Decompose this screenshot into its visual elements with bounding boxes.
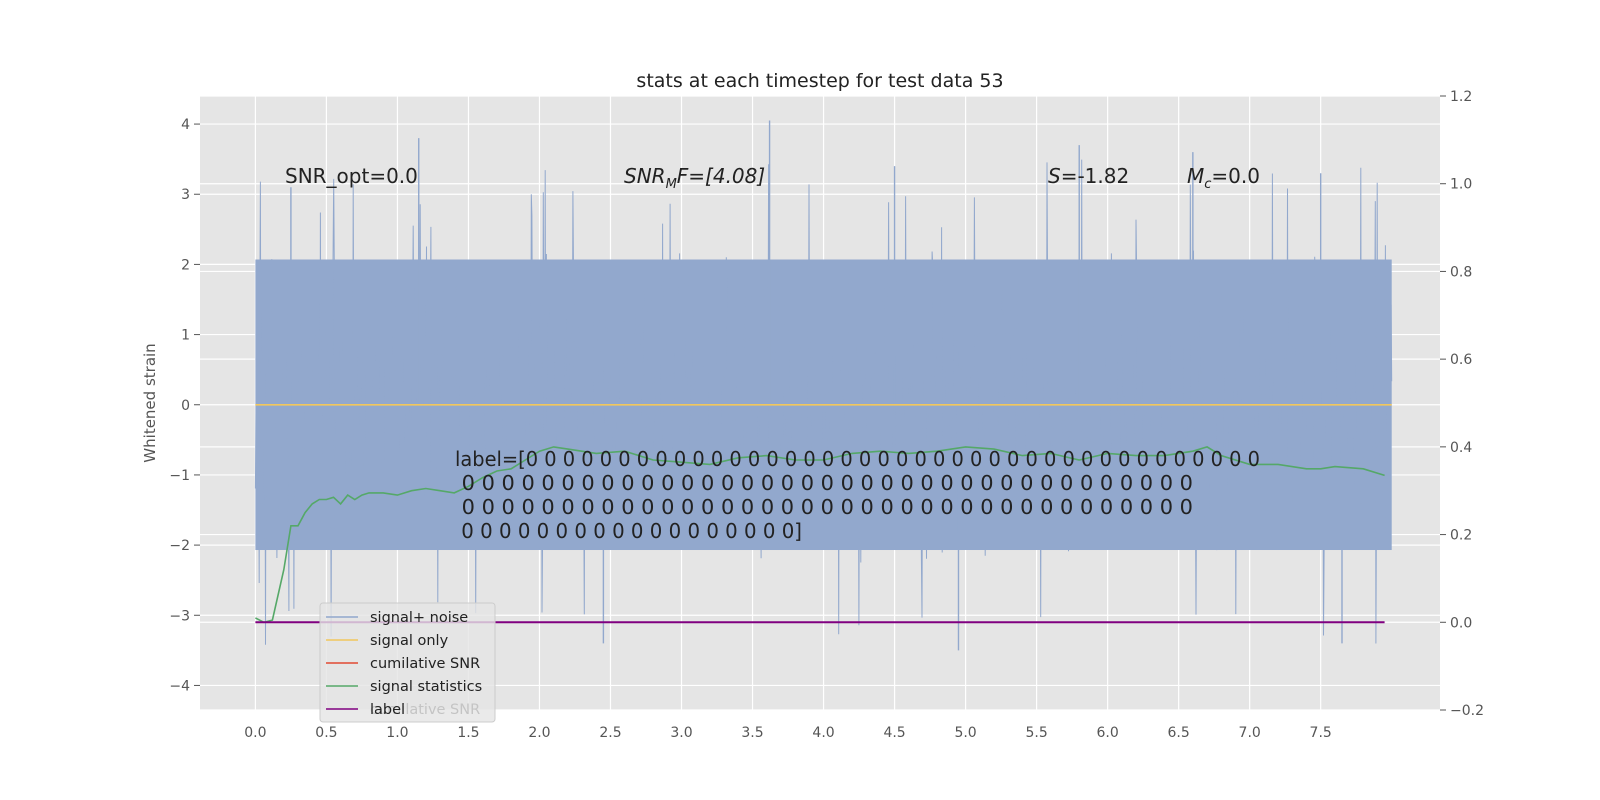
y-right-tick-label: 0.2 xyxy=(1450,528,1472,544)
s-var: S xyxy=(1048,164,1061,188)
x-tick-label: 6.0 xyxy=(1096,725,1118,741)
y-right-tick-label: 1.0 xyxy=(1450,177,1472,193)
y-right-tick-label: 0.6 xyxy=(1450,352,1472,368)
legend-ghost-text: cumilative SNR xyxy=(370,702,480,718)
y-right-tick-label: −0.2 xyxy=(1450,703,1484,719)
legend-entry-signal-plus-noise: signal+ noise xyxy=(326,610,468,626)
y-tick-label: 4 xyxy=(181,117,190,133)
annotation-snr-mf: SNRMF=[4.08] xyxy=(624,164,765,192)
x-tick-label: 7.0 xyxy=(1239,725,1261,741)
y-tick-label: 0 xyxy=(181,398,190,414)
label-annotation: label=[0 0 0 0 0 0 0 0 0 0 0 0 0 0 0 0 0… xyxy=(455,447,1260,543)
y-axis-label: Whitened strain xyxy=(141,343,159,462)
x-tick-label: 3.0 xyxy=(670,725,692,741)
y-tick-label: −3 xyxy=(169,608,190,624)
annotation-s: S=-1.82 xyxy=(1048,164,1129,188)
y-tick-label: −2 xyxy=(169,538,190,554)
label-line-2: 0 0 0 0 0 0 0 0 0 0 0 0 0 0 0 0 0 0 0 0 … xyxy=(455,471,1193,495)
y-right-tick-label: 0.8 xyxy=(1450,264,1472,280)
x-tick-label: 2.5 xyxy=(599,725,621,741)
y-tick-label: −4 xyxy=(169,678,190,694)
y-tick-label: 2 xyxy=(181,257,190,273)
noise-trace xyxy=(254,159,1393,645)
x-tick-label: 1.0 xyxy=(386,725,408,741)
series-line-signal-statistics xyxy=(255,446,1385,624)
y-right-tick-label: 1.2 xyxy=(1450,89,1472,105)
y-tick-label: 3 xyxy=(181,187,190,203)
chart-title: stats at each timestep for test data 53 xyxy=(636,70,1003,92)
legend-box xyxy=(319,602,496,723)
mc-var: M xyxy=(1187,164,1204,188)
x-tick-label: 7.5 xyxy=(1310,725,1332,741)
mc-sub: c xyxy=(1204,177,1211,192)
label-line-4: 0 0 0 0 0 0 0 0 0 0 0 0 0 0 0 0 0 0] xyxy=(455,519,802,543)
x-tick-label: 1.5 xyxy=(457,725,479,741)
x-tick-label: 0.0 xyxy=(244,725,266,741)
snr-mf-sub: M xyxy=(666,177,677,192)
annotation-snr-opt: SNR_opt=0.0 xyxy=(285,164,418,188)
x-tick-label: 4.5 xyxy=(883,725,905,741)
x-tick-label: 0.5 xyxy=(315,725,337,741)
legend-label: label xyxy=(370,702,405,718)
axis-ticks: 0.0 0.5 1.0 1.5 2.0 2.5 3.0 3.5 4.0 4.5 5.0 5.5 6.0 6… xyxy=(169,89,1484,741)
y-tick-label: 1 xyxy=(181,328,190,344)
legend-label: signal only xyxy=(370,633,449,649)
x-tick-label: 5.0 xyxy=(954,725,976,741)
label-line-3: 0 0 0 0 0 0 0 0 0 0 0 0 0 0 0 0 0 0 0 0 … xyxy=(455,495,1193,519)
x-tick-label: 3.5 xyxy=(741,725,763,741)
y-tick-label: −1 xyxy=(169,468,190,484)
legend-label: signal+ noise xyxy=(370,610,468,626)
legend-entry-label: cumilative SNR label xyxy=(326,702,480,718)
x-tick-label: 4.0 xyxy=(812,725,834,741)
legend: signal+ noise signal only cumilative SNR… xyxy=(319,602,496,723)
label-line-1: label=[0 0 0 0 0 0 0 0 0 0 0 0 0 0 0 0 0… xyxy=(455,447,1260,471)
x-tick-label: 2.0 xyxy=(528,725,550,741)
x-tick-label: 5.5 xyxy=(1025,725,1047,741)
mc-value: =0.0 xyxy=(1211,164,1260,188)
legend-entry-cumilative-snr: cumilative SNR xyxy=(326,656,480,672)
y-right-tick-label: 0.0 xyxy=(1450,615,1472,631)
y-right-tick-label: 0.4 xyxy=(1450,440,1472,456)
legend-entry-signal-statistics: signal statistics xyxy=(326,679,482,695)
legend-entry-signal-only: signal only xyxy=(326,633,449,649)
annotation-mc: Mc=0.0 xyxy=(1187,164,1260,192)
snr-mf-rest: F=[4.08] xyxy=(677,164,765,188)
legend-label: cumilative SNR xyxy=(370,656,480,672)
snr-mf-prefix: SNR xyxy=(624,164,666,188)
legend-label: signal statistics xyxy=(370,679,482,695)
s-value: =-1.82 xyxy=(1061,164,1130,188)
x-tick-label: 6.5 xyxy=(1168,725,1190,741)
